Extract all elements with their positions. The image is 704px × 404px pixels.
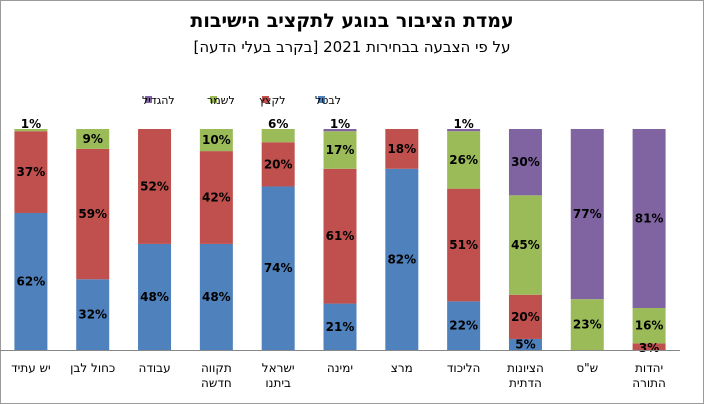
data-label-11-series-4: 81%	[635, 212, 664, 226]
bar-4-series-1	[199, 243, 233, 350]
data-label-3-series-2: 52%	[140, 179, 169, 193]
bar-11-series-4	[632, 129, 666, 309]
data-label-1-series-1: 62%	[17, 274, 46, 288]
bar-6-series-3	[323, 131, 357, 169]
data-label-6-series-1: 21%	[326, 320, 355, 334]
legend-label-2: לקצץ	[259, 94, 286, 107]
bar-5-series-2	[261, 142, 295, 187]
data-label-8-series-3: 26%	[449, 153, 478, 167]
x-tick-label-9: הציונות	[507, 361, 544, 375]
data-label-5-series-2: 20%	[264, 157, 293, 171]
data-labels: 62% 37% 1% 32% 59% 9% 48% 52% 48% 42% 10% 74% 20% 6% 2…	[17, 117, 664, 355]
bar-9-series-3	[508, 195, 542, 295]
data-label-9-series-4: 30%	[511, 155, 540, 169]
bar-5-series-3	[261, 129, 295, 143]
bar-4-series-3	[199, 129, 233, 152]
data-label-5-series-1: 74%	[264, 261, 293, 275]
legend-label-3: לשמר	[207, 94, 235, 107]
bar-2-series-3	[76, 129, 110, 149]
data-label-7-series-2: 18%	[387, 142, 416, 156]
bar-1-series-3	[14, 129, 48, 132]
legend-swatch-1	[318, 96, 325, 103]
x-tick-label-11: יהדות	[635, 361, 663, 375]
bar-1-series-1	[14, 212, 48, 350]
data-label-8-series-4: 1%	[453, 117, 473, 131]
legend-label-4: להגדיל	[142, 94, 175, 107]
legend-label-1: לבטל	[315, 94, 341, 107]
legend: לבטל לקצץ לשמר להגדיל	[142, 94, 341, 107]
legend-swatch-2	[262, 96, 269, 103]
bar-5-series-1	[261, 186, 295, 350]
data-label-9-series-1: 5%	[515, 337, 535, 351]
bar-6-series-2	[323, 168, 357, 304]
data-label-8-series-2: 51%	[449, 238, 478, 252]
bar-6-series-4	[323, 129, 357, 132]
bar-8-series-2	[447, 188, 481, 302]
bar-2-series-1	[76, 279, 110, 350]
legend-swatch-3	[210, 96, 217, 103]
bar-9-series-1	[508, 338, 542, 350]
data-label-5-series-3: 6%	[268, 117, 288, 131]
x-tick-label-4: תקווה	[201, 361, 232, 375]
data-label-8-series-1: 22%	[449, 319, 478, 333]
bar-8-series-4	[447, 129, 481, 132]
data-label-10-series-4: 77%	[573, 207, 602, 221]
x-tick-label-6: ימינה	[327, 361, 353, 375]
data-label-11-series-3: 16%	[635, 319, 664, 333]
x-tick-label-5: ביתנו	[265, 376, 291, 390]
x-tick-label-8: הליכוד	[447, 361, 481, 375]
data-label-2-series-1: 32%	[78, 308, 107, 322]
data-label-3-series-1: 48%	[140, 290, 169, 304]
data-label-7-series-1: 82%	[387, 252, 416, 266]
data-label-6-series-3: 17%	[326, 143, 355, 157]
x-tick-label-3: עבודה	[138, 361, 170, 375]
legend-swatch-4	[145, 96, 152, 103]
bar-8-series-3	[447, 131, 481, 189]
bar-6-series-1	[323, 303, 357, 350]
data-label-10-series-3: 23%	[573, 318, 602, 332]
bar-8-series-1	[447, 301, 481, 350]
data-label-2-series-3: 9%	[83, 132, 103, 146]
x-tick-label-1: יש עתיד	[11, 361, 51, 375]
bar-11-series-2	[632, 343, 666, 350]
bar-10-series-4	[570, 129, 604, 300]
bars	[14, 129, 666, 350]
bar-3-series-1	[138, 243, 172, 350]
x-tick-label-9: הדתית	[509, 376, 542, 390]
bar-2-series-2	[76, 148, 110, 280]
data-label-1-series-2: 37%	[17, 165, 46, 179]
bar-9-series-4	[508, 129, 542, 196]
bar-4-series-2	[199, 151, 233, 244]
chart-subtitle: על פי הצבעה בבחירות 2021 [בקרב בעלי הדעה…	[193, 38, 511, 56]
x-tick-label-10: ש"ס	[576, 361, 598, 375]
x-tick-label-2: כחול לבן	[70, 361, 115, 375]
chart-title: עמדת הציבור בנוגע לתקציב הישיבות	[190, 10, 514, 32]
data-label-9-series-2: 20%	[511, 310, 540, 324]
bar-1-series-2	[14, 131, 48, 213]
bar-7-series-2	[385, 129, 419, 169]
bar-10-series-3	[570, 299, 604, 350]
x-tick-label-7: מרצ	[391, 361, 413, 375]
x-tick-label-4: חדשה	[201, 376, 232, 390]
bar-7-series-1	[385, 168, 419, 350]
data-label-1-series-3: 1%	[21, 117, 41, 131]
data-label-6-series-2: 61%	[326, 229, 355, 243]
data-label-2-series-2: 59%	[78, 207, 107, 221]
data-label-9-series-3: 45%	[511, 238, 540, 252]
bar-11-series-3	[632, 308, 666, 344]
data-label-11-series-2: 3%	[639, 341, 659, 355]
bar-3-series-2	[138, 129, 172, 244]
x-tick-label-5: ישראל	[262, 361, 295, 375]
data-label-4-series-2: 42%	[202, 191, 231, 205]
bar-9-series-2	[508, 294, 542, 339]
data-label-4-series-1: 48%	[202, 290, 231, 304]
data-label-4-series-3: 10%	[202, 133, 231, 147]
data-label-6-series-4: 1%	[330, 117, 350, 131]
x-tick-label-11: התורה	[632, 376, 666, 390]
